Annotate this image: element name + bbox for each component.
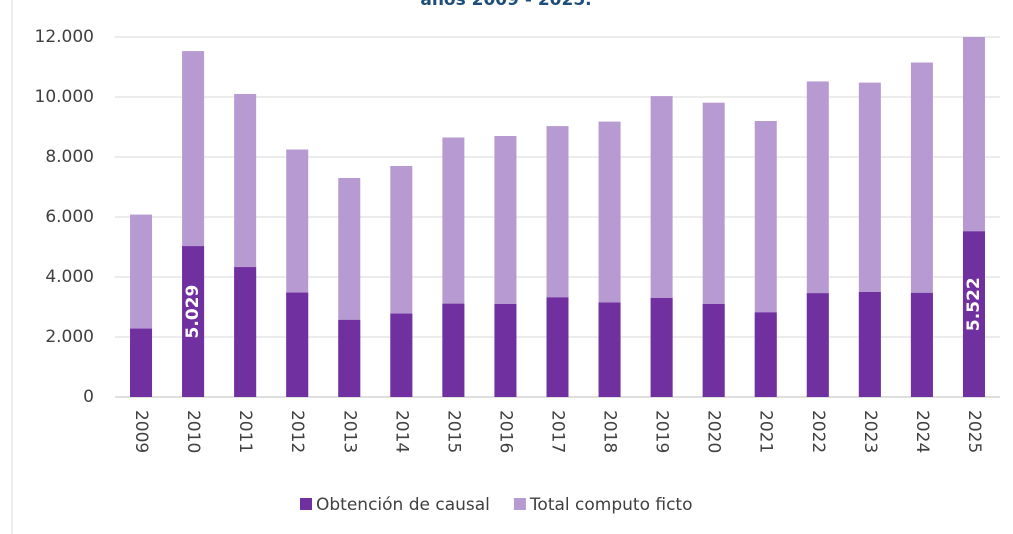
bar [702,304,725,397]
x-tick-label: 2009 [131,410,151,453]
bar [546,297,569,397]
bar [858,292,881,397]
x-tick-label: 2023 [860,410,880,453]
bar [442,303,465,397]
value-label: 5.522 [964,277,984,331]
legend-swatch [300,498,312,510]
y-tick-label: 10.000 [35,87,94,107]
x-tick-label: 2021 [756,410,776,453]
x-tick-label: 2019 [652,410,672,453]
x-tick-label: 2024 [912,410,932,453]
bar [130,328,153,397]
y-tick-label: 0 [83,387,94,407]
bar [962,231,985,397]
x-tick-label: 2025 [964,410,984,453]
chart-border [11,0,13,534]
bar [754,312,777,397]
bar [598,302,621,397]
bar [338,319,361,397]
x-tick-label: 2017 [548,410,568,453]
x-tick-label: 2015 [443,410,463,453]
bar [390,313,413,397]
chart-title: años 2009 - 2025. [420,0,591,10]
y-tick-label: 6.000 [45,207,94,227]
y-tick-label: 4.000 [45,267,94,287]
x-tick-label: 2014 [391,410,411,453]
legend-label: Total computo ficto [529,495,693,515]
x-tick-label: 2020 [704,410,724,453]
bar [494,304,517,397]
x-tick-label: 2018 [600,410,620,453]
y-tick-label: 2.000 [45,327,94,347]
x-tick-label: 2010 [183,410,203,453]
bar [182,246,205,397]
x-tick-label: 2022 [808,410,828,453]
bar [910,292,933,397]
legend-swatch [513,498,526,510]
bar [234,267,257,397]
x-tick-label: 2013 [339,410,359,453]
bar [286,292,309,397]
bar [806,293,829,397]
x-tick-label: 2011 [235,410,255,453]
y-tick-label: 8.000 [45,147,94,167]
value-label: 5.029 [183,285,203,339]
x-tick-label: 2012 [287,410,307,453]
x-tick-label: 2016 [495,410,515,453]
y-tick-label: 12.000 [35,27,94,47]
bar [650,298,673,397]
legend-label: Obtención de causal [316,495,490,515]
